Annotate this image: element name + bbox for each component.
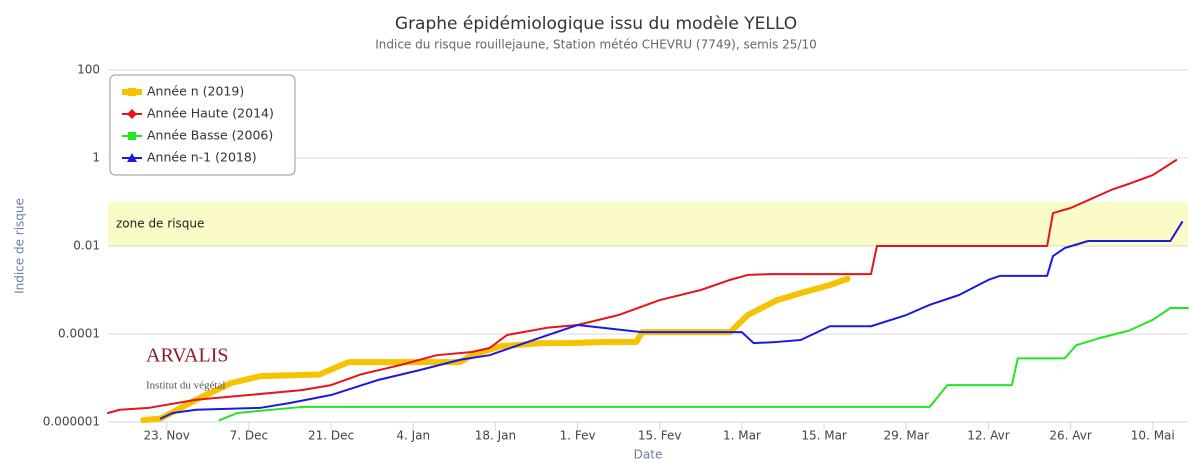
legend: Année n (2019) Année Haute (2014) Année Ba… — [122, 84, 274, 165]
x-tick-label: 26. Avr — [1049, 429, 1092, 443]
x-tick-label: 1. Mar — [723, 429, 761, 443]
series-line — [140, 275, 851, 424]
grid: 0.000001 0.0001 0.01 1 100 23. Nov 7. Dec 21. D… — [43, 63, 1188, 443]
series-line — [218, 306, 1189, 422]
bands: zone de risque — [108, 202, 1188, 246]
legend-marker — [128, 132, 136, 140]
y-tick-label: 100 — [77, 63, 100, 77]
series-line — [159, 221, 1184, 420]
legend-label: Année n-1 (2018) — [147, 150, 257, 165]
y-tick-label: 0.000001 — [43, 415, 100, 429]
y-tick-label: 0.01 — [73, 239, 100, 253]
legend-label: Année Basse (2006) — [147, 128, 273, 143]
lines — [107, 159, 1189, 424]
y-tick-label: 0.0001 — [58, 327, 100, 341]
legend-marker — [127, 153, 137, 162]
x-tick-label: 12. Avr — [967, 429, 1010, 443]
risk-zone-label: zone de risque — [116, 217, 204, 231]
series-line — [107, 159, 1178, 415]
x-tick-label: 4. Jan — [396, 429, 430, 443]
x-tick-label: 10. Mai — [1131, 429, 1175, 443]
x-tick-label: 21. Dec — [308, 429, 354, 443]
chart-subtitle: Indice du risque rouillejaune, Station m… — [375, 38, 817, 52]
legend-label: Année n (2019) — [147, 84, 244, 99]
y-axis-label: Indice de risque — [13, 198, 27, 294]
legend-label: Année Haute (2014) — [147, 106, 274, 121]
x-tick-label: 29. Mar — [883, 429, 929, 443]
x-axis-label: Date — [634, 448, 663, 462]
logo-tagline: Institut du végétal — [146, 380, 225, 392]
risk-zone — [108, 202, 1188, 246]
legend-marker — [128, 88, 136, 96]
x-tick-label: 1. Fev — [560, 429, 596, 443]
y-tick-label: 1 — [92, 151, 100, 165]
logo-name: ARVALIS — [146, 345, 229, 367]
x-tick-label: 23. Nov — [144, 429, 190, 443]
x-tick-label: 18. Jan — [475, 429, 516, 443]
x-tick-label: 15. Mar — [801, 429, 847, 443]
chart-title: Graphe épidémiologique issu du modèle YE… — [395, 14, 797, 34]
x-tick-label: 15. Fev — [638, 429, 682, 443]
legend-marker — [127, 109, 137, 119]
x-tick-label: 7. Dec — [230, 429, 268, 443]
legend-box — [109, 74, 296, 176]
